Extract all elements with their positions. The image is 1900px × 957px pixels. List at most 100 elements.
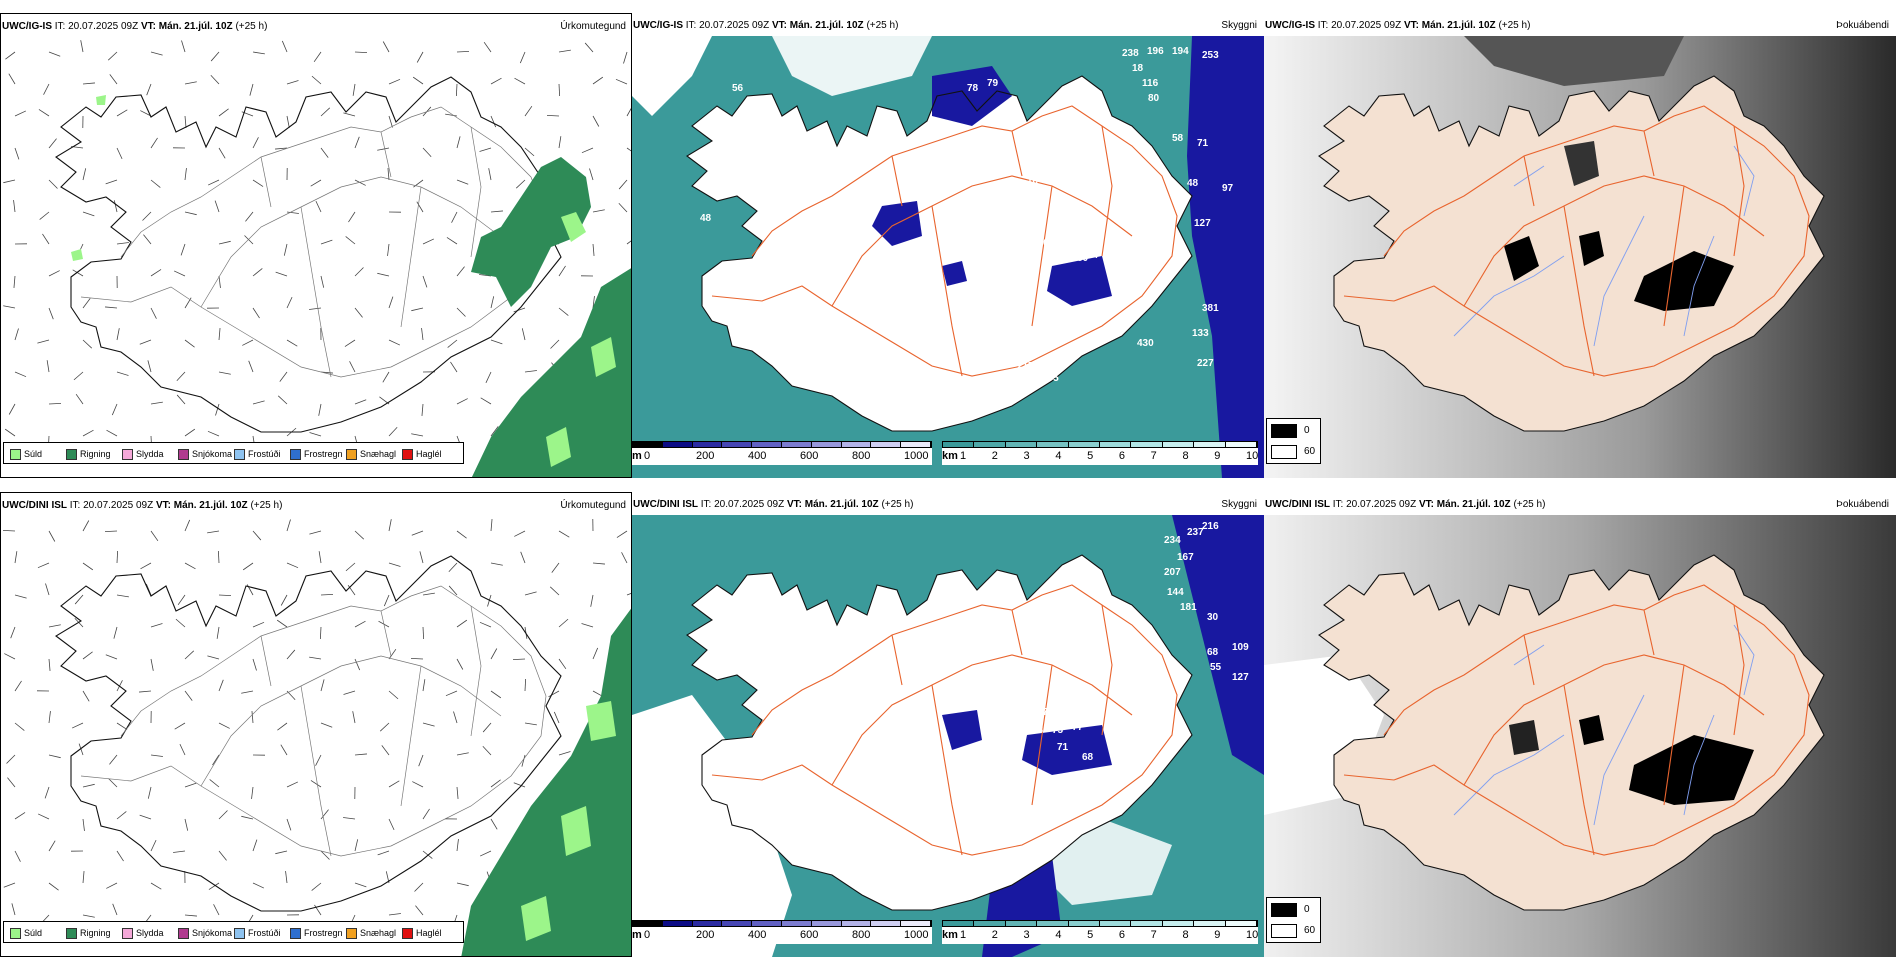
legend-item-6: Snæhagl	[346, 448, 396, 460]
wind-barb	[185, 691, 192, 701]
wind-barb	[214, 904, 219, 915]
wind-barb	[117, 243, 129, 244]
wind-barb	[491, 116, 496, 127]
wind-barb	[76, 394, 83, 404]
wind-barb	[253, 883, 264, 888]
wind-barb	[207, 656, 219, 659]
wind-barb	[423, 679, 425, 691]
wind-barb	[151, 52, 163, 55]
scale-tick-label: 5	[1087, 928, 1093, 942]
cloudbase-value: 109	[967, 834, 984, 845]
wind-barb	[81, 40, 83, 52]
wind-barb	[559, 751, 570, 755]
cloudbase-value: 25	[967, 188, 979, 199]
legend-label: Frostregn	[304, 449, 343, 459]
legend-swatch	[10, 928, 21, 939]
wind-barb	[185, 212, 197, 215]
wind-barb	[549, 691, 559, 697]
wind-barb	[49, 883, 59, 890]
fog-legend: 0 60	[1266, 897, 1321, 943]
wind-barb	[559, 136, 561, 148]
wind-barb	[210, 779, 219, 787]
wind-barb	[83, 430, 93, 436]
wind-barb	[83, 83, 95, 84]
cloudbase-scale-cells	[632, 441, 932, 448]
wind-barb	[219, 148, 225, 158]
wind-barb	[287, 520, 291, 531]
wind-barb	[49, 52, 60, 56]
cloudbase-value: 10	[1027, 176, 1039, 187]
wind-barb	[589, 169, 593, 180]
wind-barb	[177, 372, 185, 381]
wind-barb	[619, 180, 627, 189]
wind-barb	[489, 168, 491, 180]
cloudbase-value: 227	[1197, 358, 1214, 369]
wind-barb	[15, 111, 26, 116]
wind-barb	[491, 691, 501, 698]
wind-barb	[5, 429, 15, 436]
wind-barb	[185, 563, 195, 569]
wind-barb	[252, 711, 253, 723]
wind-barb	[384, 595, 389, 606]
wind-barb	[9, 404, 15, 414]
wind-barb	[211, 52, 219, 61]
wind-barb	[389, 691, 398, 699]
wind-barb	[218, 551, 219, 563]
cloudbase-value: 238	[1122, 48, 1139, 59]
wind-barb	[423, 593, 435, 595]
scale-tick-label: 8	[1182, 449, 1188, 463]
wind-barb	[209, 883, 219, 890]
wind-barb	[117, 110, 127, 116]
wind-barb	[185, 298, 191, 308]
wind-barb	[219, 276, 220, 288]
wind-barb	[281, 595, 287, 605]
wind-barb	[151, 138, 158, 148]
wind-barb	[480, 851, 491, 856]
wind-barb	[219, 723, 230, 728]
wind-barb	[480, 148, 491, 152]
scale-tick-label: 7	[1151, 449, 1157, 463]
wind-barb	[483, 746, 491, 755]
scale-tick-label: 8	[1182, 928, 1188, 942]
legend-swatch	[122, 928, 133, 939]
cloudbase-value: 430	[1137, 338, 1154, 349]
legend-item-1: Rigning	[66, 448, 111, 460]
wind-barb	[355, 180, 366, 185]
scale-tick-label: 1000	[904, 449, 928, 463]
cloudbase-value: 253	[1202, 50, 1219, 61]
wind-barb	[446, 691, 457, 696]
scale-tick-label: 600	[800, 928, 818, 942]
wind-barb	[185, 520, 190, 531]
fog-legend: 0 60	[1266, 418, 1321, 464]
wind-barb	[211, 75, 219, 84]
wind-barb	[175, 723, 185, 729]
cloudbase-value: 85	[917, 822, 929, 833]
wind-barb	[83, 819, 84, 831]
wind-barb	[173, 851, 185, 852]
legend-swatch	[66, 449, 77, 460]
wind-barb	[449, 563, 457, 572]
wind-barb	[310, 432, 321, 436]
wind-barb	[287, 297, 292, 308]
legend-swatch	[234, 449, 245, 460]
wind-barb	[212, 755, 219, 765]
wind-barb	[321, 148, 328, 158]
wind-barb	[107, 430, 117, 436]
legend-swatch	[290, 928, 301, 939]
cloudbase-value: 48	[1187, 178, 1199, 189]
scale-tick-label: 6	[1119, 928, 1125, 942]
wind-barb	[619, 203, 627, 212]
wind-barb	[311, 180, 321, 186]
wind-barb	[309, 531, 321, 534]
scale-tick-label: 400	[748, 449, 766, 463]
wind-barb	[253, 531, 261, 540]
wind-barb	[7, 778, 15, 787]
wind-barb	[83, 652, 93, 659]
fog-panel-bottom: UWC/DINI ISL IT: 20.07.2025 09Z VT: Mán.…	[1264, 492, 1900, 957]
fog-label-high: 0	[1304, 903, 1310, 917]
wind-barb	[457, 883, 469, 886]
